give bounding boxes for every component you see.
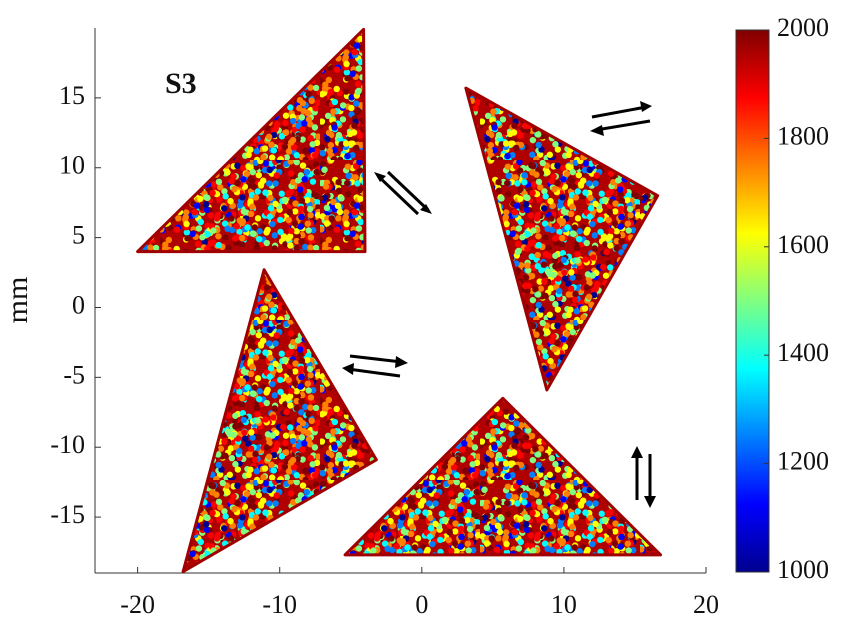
triangle: [181, 268, 378, 574]
x-tick-label: -20: [120, 590, 155, 619]
colorbar-tick-label: 1400: [777, 338, 829, 367]
triangle: [343, 396, 663, 557]
x-tick-label: 10: [551, 590, 577, 619]
x-tick-label: 20: [693, 590, 719, 619]
x-tick-label: -10: [262, 590, 297, 619]
colorbar: [735, 29, 770, 573]
y-axis-label: mm: [1, 277, 34, 324]
colorbar-tick-label: 1000: [777, 555, 829, 584]
y-tick-label: -15: [50, 500, 85, 529]
x-tick-label: 0: [415, 590, 428, 619]
colorbar-tick-label: 2000: [777, 13, 829, 42]
annotation: S3: [165, 67, 197, 100]
y-tick-label: 0: [72, 290, 85, 319]
triangle: [464, 86, 660, 392]
triangle: [136, 27, 367, 254]
colorbar-tick-label: 1800: [777, 121, 829, 150]
arrows: [342, 101, 656, 508]
y-tick-label: 10: [59, 151, 85, 180]
y-tick-label: 5: [72, 221, 85, 250]
colorbar-tick-label: 1600: [777, 230, 829, 259]
y-tick-label: 15: [59, 81, 85, 110]
y-tick-label: -10: [50, 430, 85, 459]
y-tick-label: -5: [63, 360, 85, 389]
colorbar-tick-label: 1200: [777, 447, 829, 476]
